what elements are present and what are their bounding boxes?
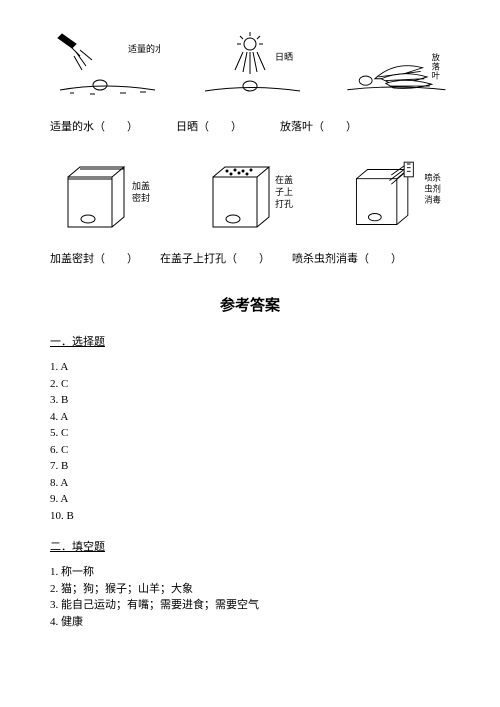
fill-2: 2. 猫；狗；猴子；山羊；大象 [50,581,450,598]
section2-list: 1. 称一称 2. 猫；狗；猴子；山羊；大象 3. 能自己运动；有嘴；需要进食；… [50,564,450,630]
label-1-3: 放落叶（ ） [280,118,357,134]
fill-4: 4. 健康 [50,614,450,631]
figure-box-holes: 在盖 子上 打孔 [195,162,305,232]
ans-8: 8. A [50,475,450,492]
figure-box-holes-img: 在盖 子上 打孔 [195,162,305,232]
ans-3: 3. B [50,392,450,409]
figure-leaves-img: 放 落 叶 [340,30,450,100]
label-2-1: 加盖密封（ ） [50,250,138,266]
figure-leaves: 放 落 叶 [340,30,450,100]
svg-text:消毒: 消毒 [424,195,441,205]
figure-box-spray-img: 喷杀 虫剂 消毒 [340,162,450,232]
figure-spray-img: 适量的水 [50,30,160,100]
figure-spray: 适量的水 [50,30,160,100]
figure-box-spray: 喷杀 虫剂 消毒 [340,162,450,232]
ans-6: 6. C [50,442,450,459]
label-row-2: 加盖密封（ ） 在盖子上打孔（ ） 喷杀虫剂消毒（ ） [50,250,450,266]
section1-title: 一．选择题 [50,333,450,349]
figure-box-sealed: 加盖 密封 [50,162,160,232]
fill-3: 3. 能自己运动；有嘴；需要进食；需要空气 [50,597,450,614]
label-1-2: 日晒（ ） [176,118,242,134]
svg-text:适量的水: 适量的水 [128,43,160,54]
label-2-2: 在盖子上打孔（ ） [160,250,270,266]
svg-text:叶: 叶 [432,72,440,81]
svg-text:放: 放 [432,52,440,62]
svg-text:喷杀: 喷杀 [424,173,441,183]
label-2-3: 喷杀虫剂消毒（ ） [292,250,402,266]
svg-text:落: 落 [432,62,441,72]
answers-title: 参考答案 [50,294,450,315]
ans-4: 4. A [50,409,450,426]
figure-row-1: 适量的水 日晒 [50,30,450,100]
svg-text:虫剂: 虫剂 [424,184,441,194]
section1-list: 1. A 2. C 3. B 4. A 5. C 6. C 7. B 8. A … [50,359,450,524]
fill-1: 1. 称一称 [50,564,450,581]
ans-5: 5. C [50,425,450,442]
svg-text:日晒: 日晒 [275,52,293,62]
figure-sun: 日晒 [195,30,305,100]
figure-row-2: 加盖 密封 在盖 [50,162,450,232]
label-1-1: 适量的水（ ） [50,118,138,134]
ans-2: 2. C [50,376,450,393]
ans-10: 10. B [50,508,450,525]
svg-text:打孔: 打孔 [275,198,293,209]
svg-text:加盖: 加盖 [132,180,150,191]
section2-title: 二．填空题 [50,538,450,554]
label-row-1: 适量的水（ ） 日晒（ ） 放落叶（ ） [50,118,450,134]
ans-1: 1. A [50,359,450,376]
figure-sun-img: 日晒 [195,30,305,100]
figure-box-sealed-img: 加盖 密封 [50,162,160,232]
ans-7: 7. B [50,458,450,475]
ans-9: 9. A [50,491,450,508]
svg-text:密封: 密封 [132,192,150,203]
svg-text:在盖: 在盖 [275,174,293,185]
svg-text:子上: 子上 [275,187,293,197]
